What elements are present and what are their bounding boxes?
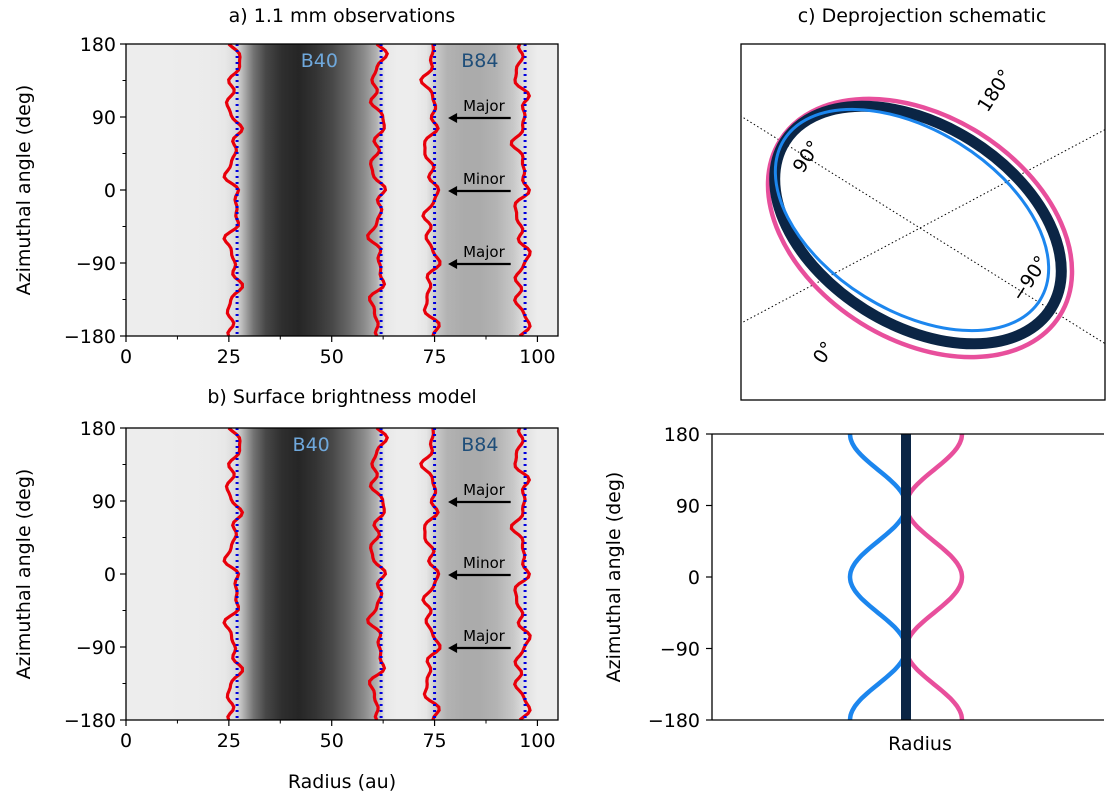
annotation-arrow-head bbox=[448, 570, 458, 580]
annotation-arrow-head bbox=[448, 259, 458, 269]
y-tick-label: 0 bbox=[104, 564, 116, 586]
y-tick-label: 90 bbox=[92, 491, 116, 513]
y-tick-label: −180 bbox=[64, 710, 116, 732]
x-tick-label: 25 bbox=[217, 730, 241, 752]
gap-label: B84 bbox=[461, 50, 498, 72]
x-tick-label: 100 bbox=[519, 346, 555, 368]
x-tick-label: 100 bbox=[519, 730, 555, 752]
panel-b-ylabel: Azimuthal angle (deg) bbox=[13, 469, 35, 680]
y-tick-label: 180 bbox=[80, 34, 116, 56]
annotation-arrow-head bbox=[448, 186, 458, 196]
x-tick-label: 75 bbox=[422, 346, 446, 368]
measured-gap-edge bbox=[509, 428, 532, 720]
ellipse-navy bbox=[769, 100, 1067, 350]
y-tick-label: −90 bbox=[76, 253, 116, 275]
y-tick-label: −180 bbox=[648, 710, 700, 732]
panel-c-title: c) Deprojection schematic bbox=[798, 5, 1047, 27]
panel-a-axes: 0 25 50 75 100 180 90 0 −90 −180 bbox=[64, 34, 556, 368]
y-tick-label: −90 bbox=[76, 637, 116, 659]
panel-b-title: b) Surface brightness model bbox=[207, 386, 476, 408]
series-curve bbox=[903, 434, 965, 720]
panel-d-curves bbox=[847, 434, 965, 720]
measured-gap-edge bbox=[419, 428, 442, 720]
y-tick-label: 0 bbox=[688, 567, 700, 589]
y-tick-label: 0 bbox=[104, 180, 116, 202]
measured-gap-edge bbox=[365, 428, 390, 720]
annotation-label: Minor bbox=[463, 170, 506, 188]
panel-b: b) Surface brightness model 0 25 50 75 100 18… bbox=[13, 386, 559, 793]
y-tick-label: 180 bbox=[80, 418, 116, 440]
panel-a-ylabel: Azimuthal angle (deg) bbox=[13, 85, 35, 296]
annotation-arrow-head bbox=[448, 497, 458, 507]
panel-c-frame bbox=[740, 43, 1106, 401]
major-axis-line bbox=[741, 115, 1105, 345]
panel-a-edges bbox=[222, 44, 532, 336]
gap-label: B40 bbox=[293, 434, 330, 456]
annotation-arrow-head bbox=[448, 643, 458, 653]
panel-a-title: a) 1.1 mm observations bbox=[229, 5, 456, 27]
panel-c-content bbox=[741, 96, 1105, 360]
series-curve bbox=[847, 434, 909, 720]
panel-b-edges bbox=[222, 428, 532, 720]
y-tick-label: 90 bbox=[92, 107, 116, 129]
panel-b-labels: B40 B84 Major Minor Major bbox=[293, 434, 511, 653]
x-tick-label: 50 bbox=[320, 730, 344, 752]
annotation-label: Major bbox=[463, 97, 505, 115]
ellipse-blue bbox=[773, 107, 1051, 333]
y-tick-label: 180 bbox=[664, 424, 700, 446]
y-tick-label: −90 bbox=[660, 639, 700, 661]
annotation-label: Major bbox=[463, 243, 505, 261]
panel-c: c) Deprojection schematic 180° 90° 0° −90° bbox=[740, 5, 1106, 401]
annotation-label: Major bbox=[463, 481, 505, 499]
x-tick-label: 0 bbox=[120, 346, 132, 368]
panel-d: 180 90 0 −90 −180 Azimuthal angle (deg) Radi… bbox=[603, 424, 1104, 755]
angle-label: −90° bbox=[1007, 252, 1052, 306]
angle-label: 180° bbox=[973, 66, 1016, 116]
annotation-label: Minor bbox=[463, 554, 506, 572]
gap-label: B40 bbox=[301, 50, 338, 72]
panel-a-labels: B40 B84 Major Minor Major bbox=[301, 50, 511, 269]
annotation-label: Major bbox=[463, 627, 505, 645]
angle-label: 90° bbox=[789, 137, 826, 177]
panel-d-ylabel: Azimuthal angle (deg) bbox=[603, 472, 625, 683]
y-tick-label: 90 bbox=[676, 496, 700, 518]
x-tick-label: 25 bbox=[217, 346, 241, 368]
panel-a: a) 1.1 mm observations 0 25 50 75 100180900−… bbox=[13, 5, 559, 368]
measured-gap-edge bbox=[365, 44, 390, 336]
x-tick-label: 0 bbox=[120, 730, 132, 752]
annotation-arrow-head bbox=[448, 113, 458, 123]
panel-d-xlabel: Radius bbox=[888, 733, 952, 755]
measured-gap-edge bbox=[419, 44, 442, 336]
y-tick-label: −180 bbox=[64, 326, 116, 348]
panel-b-xlabel: Radius (au) bbox=[288, 771, 396, 793]
x-tick-label: 50 bbox=[320, 346, 344, 368]
measured-gap-edge bbox=[509, 44, 532, 336]
angle-label: 0° bbox=[809, 338, 839, 368]
panel-d-axes: 180 90 0 −90 −180 bbox=[648, 424, 712, 732]
panel-b-axes: 0 25 50 75 100 180 90 0 −90 −180 bbox=[64, 418, 556, 752]
gap-label: B84 bbox=[461, 434, 498, 456]
x-tick-label: 75 bbox=[422, 730, 446, 752]
